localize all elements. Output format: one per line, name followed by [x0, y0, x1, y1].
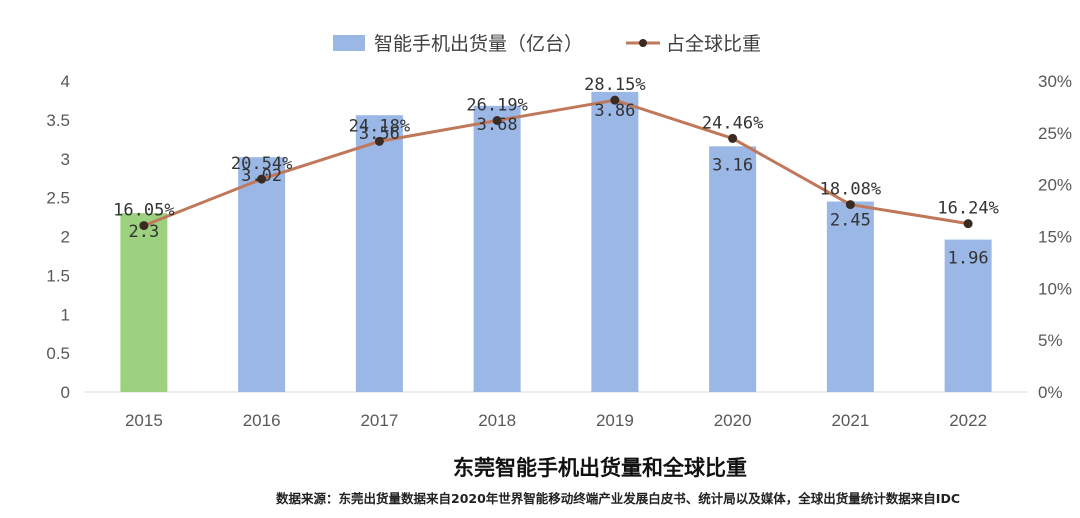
chart-source: 数据来源：东莞出货量数据来自2020年世界智能移动终端产业发展白皮书、统计局以及…: [275, 491, 960, 506]
bar-value-label: 2.45: [830, 211, 871, 231]
share-point-2019: [610, 95, 620, 105]
x-axis-tick-label: 2022: [949, 411, 987, 430]
bar-2020: [709, 146, 757, 392]
share-label: 24.18%: [349, 116, 410, 136]
bar-2021: [826, 201, 874, 392]
bar-value-label: 1.96: [948, 249, 989, 269]
x-axis-tick-label: 2019: [596, 411, 634, 430]
left-axis-tick-label: 2.5: [46, 189, 70, 208]
right-axis-tick-label: 30%: [1038, 72, 1072, 91]
share-label: 24.46%: [702, 113, 763, 133]
share-label: 26.19%: [466, 95, 527, 115]
bar-2022: [944, 239, 992, 392]
left-axis-tick-label: 4: [61, 72, 70, 91]
right-axis-tick-label: 0%: [1038, 383, 1063, 402]
bar-2019: [591, 91, 639, 392]
bar-2015: [120, 213, 168, 392]
bar-value-label: 3.16: [712, 155, 753, 175]
x-axis-tick-label: 2015: [125, 411, 163, 430]
bar-series: [120, 91, 992, 393]
share-point-2016: [257, 174, 267, 184]
legend-bar-swatch: [333, 35, 365, 51]
left-axis-tick-label: 3.5: [46, 111, 70, 130]
x-axis-ticks: 2015 2016 2017 2018 2019 2020 2021 2022: [125, 411, 987, 430]
left-axis-tick-label: 1.5: [46, 266, 70, 285]
left-axis-tick-label: 0: [61, 383, 70, 402]
legend-line-label: 占全球比重: [666, 33, 761, 55]
right-axis-tick-label: 5%: [1038, 331, 1063, 350]
x-axis-tick-label: 2017: [360, 411, 398, 430]
share-point-2020: [728, 133, 738, 143]
chart-legend: 智能手机出货量（亿台） 占全球比重: [333, 33, 761, 55]
x-axis-tick-label: 2021: [831, 411, 869, 430]
share-label: 16.05%: [113, 201, 174, 221]
bar-value-label: 2.3: [129, 222, 160, 242]
line-series: [139, 95, 973, 231]
share-label: 16.24%: [937, 199, 998, 219]
x-axis-tick-label: 2016: [243, 411, 281, 430]
bar-value-label: 3.56: [359, 124, 400, 144]
legend-bar-label: 智能手机出货量（亿台）: [374, 33, 583, 55]
chart-title: 东莞智能手机出货量和全球比重: [453, 456, 747, 480]
bar-2017: [355, 115, 403, 393]
left-axis-tick-label: 3: [61, 150, 70, 169]
right-axis-tick-label: 15%: [1038, 228, 1072, 247]
left-axis-tick-label: 1: [61, 305, 70, 324]
right-axis-tick-label: 25%: [1038, 124, 1072, 143]
x-axis-tick-label: 2018: [478, 411, 516, 430]
right-axis-tick-label: 20%: [1038, 176, 1072, 195]
share-point-2021: [845, 200, 855, 210]
left-axis-tick-label: 0.5: [46, 344, 70, 363]
share-label: 28.15%: [584, 75, 645, 95]
bar-2018: [473, 105, 521, 392]
left-axis-tick-label: 2: [61, 228, 70, 247]
bar-value-label: 3.02: [241, 166, 282, 186]
x-axis-tick-label: 2020: [714, 411, 752, 430]
share-label: 18.08%: [820, 180, 881, 200]
share-point-2017: [374, 136, 384, 146]
share-point-2022: [963, 219, 973, 229]
share-label: 20.54%: [231, 154, 292, 174]
right-axis-tick-label: 10%: [1038, 279, 1072, 298]
right-axis-ticks: 0% 5% 10% 15% 20% 25% 30%: [1038, 72, 1072, 402]
share-point-2018: [492, 115, 502, 125]
bar-value-label: 3.86: [594, 101, 635, 121]
legend-line-marker: [639, 39, 647, 47]
share-point-2015: [139, 221, 149, 231]
share-line: [143, 98, 969, 228]
left-axis-ticks: 0 0.5 1 1.5 2 2.5 3 3.5 4: [46, 72, 70, 402]
data-labels: 16.05% 20.54% 24.18% 26.19% 28.15% 24.46% 18.0…: [113, 75, 999, 268]
bar-2016: [238, 157, 286, 392]
bar-value-label: 3.68: [477, 115, 518, 135]
